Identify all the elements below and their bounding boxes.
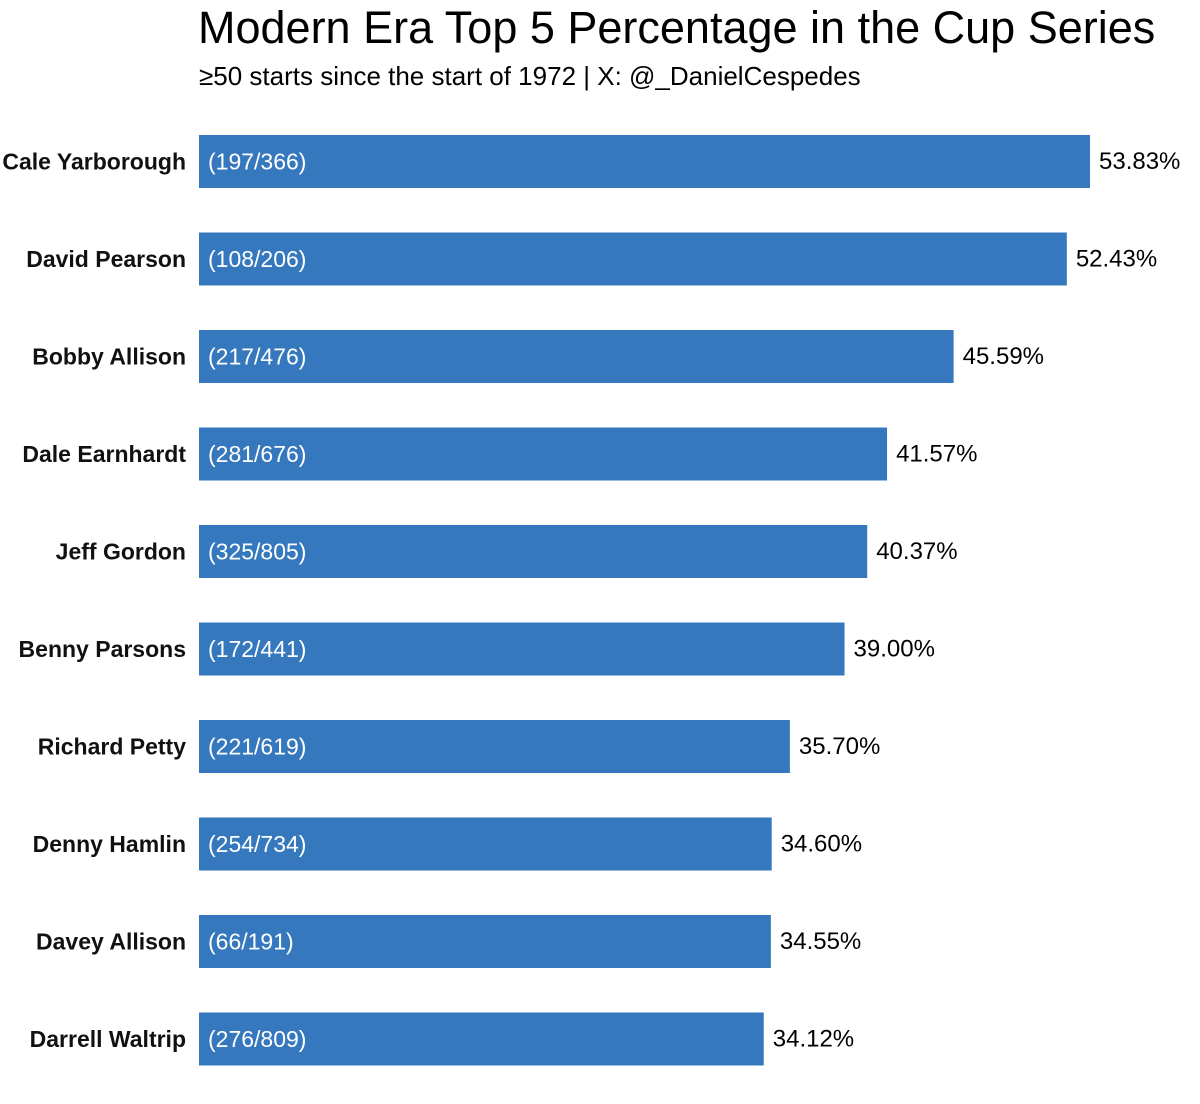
bar-group: Bobby Allison (217/476) 45.59%	[32, 330, 1044, 383]
bar-group: Jeff Gordon (325/805) 40.37%	[56, 525, 958, 578]
category-label: Bobby Allison	[32, 344, 186, 370]
chart-subtitle: ≥50 starts since the start of 1972 | X: …	[199, 61, 861, 91]
bar	[199, 817, 772, 871]
bar-count-label: (172/441)	[208, 636, 306, 662]
category-label: David Pearson	[26, 246, 186, 272]
data-label: 53.83%	[1099, 148, 1180, 175]
bar-count-label: (276/809)	[208, 1026, 306, 1052]
bar-count-label: (197/366)	[208, 149, 306, 175]
bar-group: Darrell Waltrip (276/809) 34.12%	[30, 1012, 854, 1066]
category-label: Benny Parsons	[19, 636, 186, 662]
data-label: 45.59%	[963, 343, 1044, 370]
bar-group: Dale Earnhardt (281/676) 41.57%	[22, 427, 977, 481]
data-label: 35.70%	[799, 733, 880, 760]
data-label: 39.00%	[854, 636, 935, 663]
bar-group: Davey Allison (66/191) 34.55%	[36, 915, 861, 968]
bar-count-label: (254/734)	[208, 831, 306, 857]
bar-group: Denny Hamlin (254/734) 34.60%	[33, 817, 862, 871]
bar-count-label: (325/805)	[208, 539, 306, 565]
data-label: 52.43%	[1076, 246, 1157, 273]
bar-count-label: (108/206)	[208, 246, 306, 272]
data-label: 34.12%	[773, 1026, 854, 1053]
bar-group: David Pearson (108/206) 52.43%	[26, 232, 1157, 286]
bar	[199, 915, 771, 968]
category-label: Davey Allison	[36, 929, 186, 955]
bar	[199, 720, 790, 773]
bar	[199, 330, 954, 383]
category-label: Darrell Waltrip	[30, 1026, 186, 1052]
bar-group: Richard Petty (221/619) 35.70%	[38, 720, 880, 773]
chart-title: Modern Era Top 5 Percentage in the Cup S…	[198, 2, 1156, 53]
category-label: Jeff Gordon	[56, 539, 186, 565]
category-label: Denny Hamlin	[33, 831, 186, 857]
bar	[199, 525, 868, 578]
bar-count-label: (217/476)	[208, 344, 306, 370]
data-label: 34.55%	[780, 928, 861, 955]
data-label: 40.37%	[876, 538, 957, 565]
bar-group: Benny Parsons (172/441) 39.00%	[19, 622, 935, 676]
bar-count-label: (281/676)	[208, 441, 306, 467]
bar	[199, 427, 888, 481]
bar-count-label: (66/191)	[208, 929, 294, 955]
bar	[199, 232, 1067, 286]
bar	[199, 1012, 764, 1066]
bar	[199, 135, 1090, 188]
bar-count-label: (221/619)	[208, 734, 306, 760]
data-label: 41.57%	[896, 441, 977, 468]
category-label: Richard Petty	[38, 734, 186, 760]
category-label: Cale Yarborough	[2, 149, 186, 175]
bar-group: Cale Yarborough (197/366) 53.83%	[2, 135, 1180, 188]
data-label: 34.60%	[781, 831, 862, 858]
bar	[199, 622, 845, 676]
category-label: Dale Earnhardt	[22, 441, 186, 467]
